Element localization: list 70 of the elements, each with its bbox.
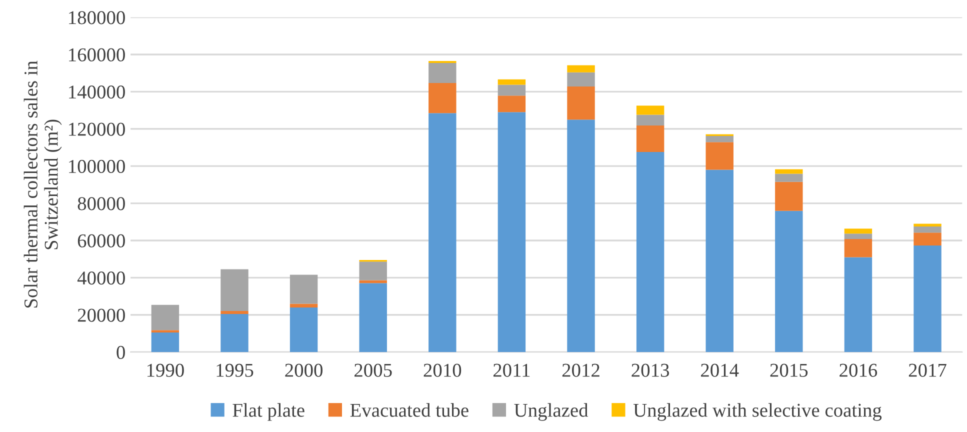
bar — [775, 169, 803, 174]
y-tick-label: 120000 — [69, 122, 125, 136]
bar — [914, 224, 942, 227]
x-tick-label: 1995 — [216, 364, 254, 377]
bar — [290, 274, 318, 304]
bar — [567, 72, 595, 86]
bar — [359, 262, 387, 280]
bar — [498, 112, 526, 352]
legend-label: Unglazed — [514, 403, 588, 421]
bar — [775, 174, 803, 182]
y-tick-label: 100000 — [69, 160, 125, 174]
y-tick-label: 0 — [116, 346, 125, 360]
x-tick-label: 2005 — [354, 364, 392, 377]
bar — [428, 113, 456, 352]
bar — [567, 120, 595, 352]
bar — [706, 142, 734, 170]
x-tick-label: 2011 — [493, 364, 530, 377]
x-tick-label: 2015 — [770, 364, 808, 377]
bar — [636, 152, 664, 352]
y-tick-label: 20000 — [78, 308, 125, 322]
bar — [498, 84, 526, 96]
x-tick-label: 2016 — [840, 364, 878, 377]
bar — [706, 136, 734, 142]
bar — [844, 257, 872, 352]
x-tick-label: 2017 — [908, 364, 946, 377]
bar — [706, 170, 734, 352]
bar — [914, 226, 942, 233]
bar — [567, 86, 595, 120]
bar — [220, 310, 248, 314]
y-tick-label: 160000 — [69, 48, 125, 62]
bar — [844, 228, 872, 234]
bar — [428, 82, 456, 114]
bar — [914, 232, 942, 246]
bar — [290, 304, 318, 308]
bar — [775, 210, 803, 352]
y-tick-label: 40000 — [77, 271, 125, 285]
legend-label: Evacuated tube — [350, 403, 468, 417]
bar — [498, 96, 526, 112]
y-tick-label: 60000 — [78, 234, 125, 248]
bar — [775, 182, 803, 211]
legend-label: Unglazed with selective coating — [633, 403, 882, 421]
y-tick-label: 140000 — [69, 85, 125, 99]
bar — [567, 65, 595, 72]
y-axis-title: Solar thermal collectors sales in Switzerland (m²) — [24, 60, 62, 308]
y-tick-label: 180000 — [69, 11, 125, 24]
bar — [498, 79, 526, 85]
bar — [359, 283, 387, 352]
x-tick-label: 2014 — [701, 364, 739, 377]
x-tick-label: 2010 — [424, 364, 462, 377]
bar — [220, 269, 248, 311]
x-tick-label: 2013 — [632, 364, 669, 377]
bar — [220, 314, 248, 352]
bar — [844, 234, 872, 239]
legend-label: Flat plate — [232, 403, 304, 421]
bar — [151, 330, 180, 333]
bar — [636, 126, 664, 152]
bar — [290, 307, 318, 352]
x-tick-label: 2000 — [285, 364, 322, 377]
bar — [636, 114, 664, 126]
x-tick-label: 2012 — [562, 364, 600, 377]
bar — [914, 246, 942, 352]
bar — [428, 63, 456, 83]
x-tick-label: 1990 — [147, 364, 184, 377]
bar — [844, 238, 872, 258]
bar — [636, 106, 664, 115]
bar — [151, 304, 180, 330]
bar — [359, 280, 387, 284]
bar — [151, 332, 180, 352]
y-tick-label: 80000 — [78, 197, 125, 210]
bar — [428, 60, 456, 64]
